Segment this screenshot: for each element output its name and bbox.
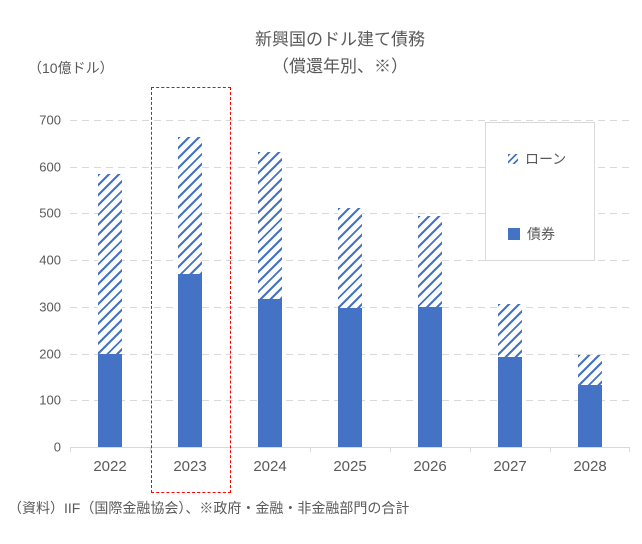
stacked-bar-2025 bbox=[338, 208, 362, 447]
x-tick-label-2023: 2023 bbox=[173, 458, 207, 475]
stacked-bar-2026 bbox=[418, 215, 442, 447]
chart-title-line1: 新興国のドル建て債務 bbox=[255, 30, 425, 49]
category-slot-2026: 2026 bbox=[390, 120, 470, 475]
bar-segment-2023-bond bbox=[178, 273, 202, 447]
bar-segment-2024-loan bbox=[258, 152, 282, 299]
bar-segment-2028-loan bbox=[578, 355, 602, 386]
x-axis-tick-2 bbox=[230, 447, 231, 452]
chart-title: 新興国のドル建て債務 （償還年別、※） bbox=[40, 26, 640, 80]
bar-segment-2026-loan bbox=[418, 215, 442, 307]
category-slot-2025: 2025 bbox=[310, 120, 390, 475]
bar-segment-2022-bond bbox=[98, 353, 122, 447]
chart-title-line2: （償還年別、※） bbox=[272, 57, 408, 76]
bar-segment-2023-loan bbox=[178, 137, 202, 274]
gridline-600 bbox=[70, 166, 630, 168]
legend-item-loan: ローン bbox=[508, 149, 566, 169]
y-tick-label-300: 300 bbox=[39, 299, 61, 315]
bar-segment-2022-loan bbox=[98, 173, 122, 354]
x-tick-label-2026: 2026 bbox=[413, 458, 447, 475]
y-axis-unit-label: （10億ドル） bbox=[28, 60, 114, 76]
stacked-bar-2022 bbox=[98, 173, 122, 447]
category-slot-2028: 2028 bbox=[550, 120, 630, 475]
y-tick-label-200: 200 bbox=[39, 346, 61, 362]
legend-item-bond: 債券 bbox=[508, 224, 555, 244]
stacked-bar-2024 bbox=[258, 152, 282, 447]
y-tick-label-600: 600 bbox=[39, 159, 61, 175]
category-slot-2024: 2024 bbox=[230, 120, 310, 475]
legend-label-bond: 債券 bbox=[527, 226, 555, 242]
bar-segment-2025-loan bbox=[338, 208, 362, 308]
x-axis-tick-3 bbox=[310, 447, 311, 452]
bar-segment-2028-bond bbox=[578, 385, 602, 447]
stacked-bar-2027 bbox=[498, 304, 522, 447]
category-slot-2023: 2023 bbox=[150, 120, 230, 475]
bond-solid-swatch-icon bbox=[508, 228, 520, 240]
category-slot-2022: 2022 bbox=[70, 120, 150, 475]
x-tick-label-2025: 2025 bbox=[333, 458, 367, 475]
x-axis-tick-0 bbox=[70, 447, 71, 452]
y-tick-label-700: 700 bbox=[39, 112, 61, 128]
plot-area: 0 100 200 300 400 500 600 700 2022 2023 2024 2025 2… bbox=[39, 114, 630, 475]
x-tick-label-2028: 2028 bbox=[573, 458, 607, 475]
loan-hatched-swatch-icon bbox=[508, 154, 518, 164]
y-tick-label-0: 0 bbox=[53, 439, 61, 455]
gridline-700 bbox=[70, 120, 630, 121]
category-slot-2027: 2027 bbox=[470, 120, 550, 475]
stacked-bar-2028 bbox=[578, 355, 602, 447]
bar-segment-2026-bond bbox=[418, 306, 442, 447]
y-tick-label-400: 400 bbox=[39, 252, 61, 268]
bar-segment-2024-bond bbox=[258, 298, 282, 447]
stacked-bar-2023 bbox=[178, 137, 202, 447]
legend: ローン 債券 bbox=[485, 122, 595, 261]
x-axis-line bbox=[70, 447, 630, 448]
x-tick-label-2022: 2022 bbox=[93, 458, 127, 475]
x-axis-tick-6 bbox=[550, 447, 551, 452]
bar-segment-2027-bond bbox=[498, 357, 522, 447]
legend-label-loan: ローン bbox=[525, 151, 567, 167]
x-tick-label-2027: 2027 bbox=[493, 458, 527, 475]
x-tick-label-2024: 2024 bbox=[253, 458, 287, 475]
x-axis-tick-4 bbox=[390, 447, 391, 452]
x-axis-tick-5 bbox=[470, 447, 471, 452]
y-tick-label-100: 100 bbox=[39, 392, 61, 408]
x-axis-tick-7 bbox=[629, 447, 630, 452]
x-axis-tick-1 bbox=[150, 447, 151, 452]
y-tick-label-500: 500 bbox=[39, 205, 61, 221]
bar-segment-2025-bond bbox=[338, 307, 362, 447]
source-caption: （資料）IIF（国際金融協会）、※政府・金融・非金融部門の合計 bbox=[8, 500, 410, 516]
bar-segment-2027-loan bbox=[498, 304, 522, 358]
